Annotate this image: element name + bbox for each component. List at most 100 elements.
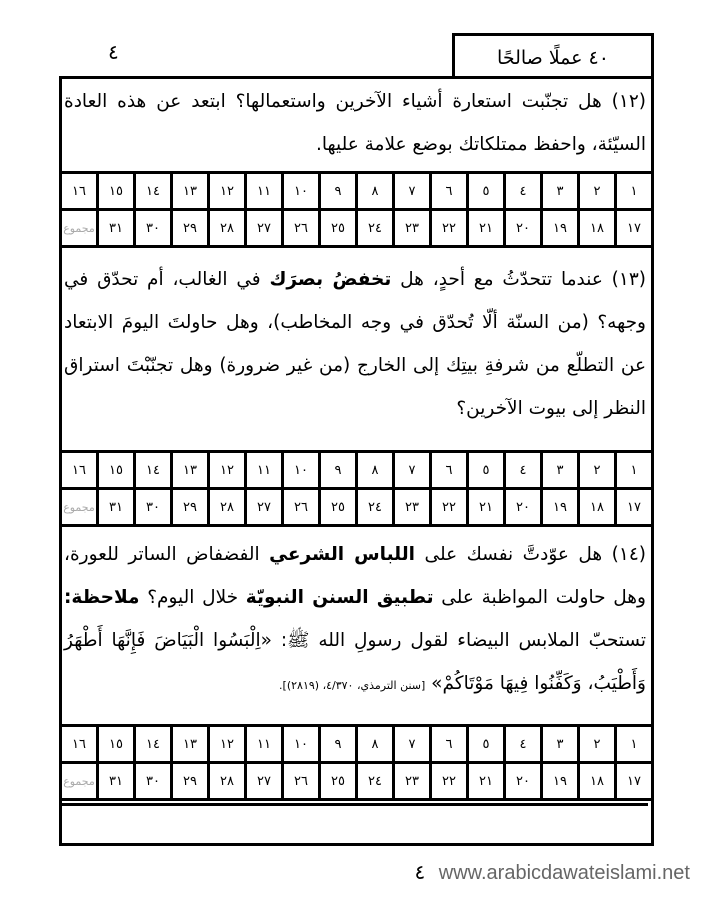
day-cell[interactable]: ٤ bbox=[503, 450, 543, 490]
day-cell[interactable]: ٢٢ bbox=[429, 761, 469, 801]
day-cell[interactable]: ٩ bbox=[318, 171, 358, 211]
day-cell[interactable]: ٧ bbox=[392, 724, 432, 764]
day-cell[interactable]: ١٧ bbox=[614, 208, 654, 248]
day-cell[interactable]: ٣ bbox=[540, 171, 580, 211]
day-cell[interactable]: ٥ bbox=[466, 450, 506, 490]
day-cell[interactable]: ٢٧ bbox=[244, 208, 284, 248]
day-cell[interactable]: ١ bbox=[614, 450, 654, 490]
day-cell[interactable]: ١٩ bbox=[540, 487, 580, 527]
day-cell[interactable]: ١٠ bbox=[281, 450, 321, 490]
day-cell[interactable]: ١٣ bbox=[170, 450, 210, 490]
day-cell[interactable]: ٦ bbox=[429, 171, 469, 211]
day-cell[interactable]: ٣١ bbox=[96, 761, 136, 801]
day-cell[interactable]: ٢ bbox=[577, 171, 617, 211]
day-cell[interactable]: ١٦ bbox=[59, 450, 99, 490]
day-cell[interactable]: ٧ bbox=[392, 171, 432, 211]
day-cell[interactable]: ١٤ bbox=[133, 724, 173, 764]
day-cell[interactable]: ٦ bbox=[429, 450, 469, 490]
day-cell[interactable]: ٢٩ bbox=[170, 761, 210, 801]
day-cell[interactable]: ٩ bbox=[318, 450, 358, 490]
day-cell[interactable]: ٩ bbox=[318, 724, 358, 764]
day-cell[interactable]: ٢٤ bbox=[355, 761, 395, 801]
day-cell[interactable]: ٤ bbox=[503, 724, 543, 764]
day-cell[interactable]: ٢٠ bbox=[503, 761, 543, 801]
notes-row[interactable] bbox=[59, 803, 648, 846]
day-cell[interactable]: ٣٠ bbox=[133, 208, 173, 248]
day-cell[interactable]: ١٣ bbox=[170, 724, 210, 764]
day-cell[interactable]: ٣١ bbox=[96, 487, 136, 527]
day-cell[interactable]: ١١ bbox=[244, 171, 284, 211]
day-cell[interactable]: ١ bbox=[614, 171, 654, 211]
total-cell[interactable]: مجموع bbox=[59, 487, 99, 527]
day-cell[interactable]: ٢٣ bbox=[392, 208, 432, 248]
day-cell[interactable]: ٥ bbox=[466, 171, 506, 211]
day-cell[interactable]: ١٢ bbox=[207, 171, 247, 211]
footer-url[interactable]: www.arabicdawateislami.net bbox=[438, 862, 690, 884]
day-cell[interactable]: ١١ bbox=[244, 450, 284, 490]
day-cell[interactable]: ٢١ bbox=[466, 487, 506, 527]
day-cell[interactable]: ٢٦ bbox=[281, 487, 321, 527]
day-cell[interactable]: ٥ bbox=[466, 724, 506, 764]
day-cell[interactable]: ١٥ bbox=[96, 724, 136, 764]
day-cell[interactable]: ١٧ bbox=[614, 487, 654, 527]
day-cell[interactable]: ٢٥ bbox=[318, 487, 358, 527]
day-cell[interactable]: ٨ bbox=[355, 724, 395, 764]
day-cell[interactable]: ٧ bbox=[392, 450, 432, 490]
day-cell[interactable]: ٢٣ bbox=[392, 487, 432, 527]
day-cell[interactable]: ١٤ bbox=[133, 171, 173, 211]
day-cell[interactable]: ١٧ bbox=[614, 761, 654, 801]
day-cell[interactable]: ٢٣ bbox=[392, 761, 432, 801]
day-cell[interactable]: ٢٤ bbox=[355, 208, 395, 248]
day-cell[interactable]: ٢٢ bbox=[429, 487, 469, 527]
day-cell[interactable]: ٢٤ bbox=[355, 487, 395, 527]
day-cell[interactable]: ٢٨ bbox=[207, 208, 247, 248]
day-cell[interactable]: ٢٧ bbox=[244, 487, 284, 527]
day-cell[interactable]: ٢٨ bbox=[207, 761, 247, 801]
day-cell[interactable]: ١٠ bbox=[281, 171, 321, 211]
tracker-row: ١٧ ١٨ ١٩ ٢٠ ٢١ ٢٢ ٢٣ ٢٤ ٢٥ ٢٦ ٢٧ ٢٨ ٢٩ ٣٠ ٣١ مجموع bbox=[59, 208, 654, 248]
day-cell[interactable]: ٢٥ bbox=[318, 761, 358, 801]
total-cell[interactable]: مجموع bbox=[59, 208, 99, 248]
day-cell[interactable]: ٢٠ bbox=[503, 487, 543, 527]
question-12: (١٢) هل تجنّبت استعارة أشياء الآخرين واس… bbox=[64, 80, 646, 166]
day-cell[interactable]: ٢٧ bbox=[244, 761, 284, 801]
day-cell[interactable]: ٨ bbox=[355, 171, 395, 211]
day-cell[interactable]: ١٢ bbox=[207, 450, 247, 490]
day-cell[interactable]: ٣ bbox=[540, 724, 580, 764]
day-cell[interactable]: ١٩ bbox=[540, 208, 580, 248]
day-cell[interactable]: ١٥ bbox=[96, 450, 136, 490]
day-cell[interactable]: ٨ bbox=[355, 450, 395, 490]
day-cell[interactable]: ٢٦ bbox=[281, 208, 321, 248]
day-cell[interactable]: ١٨ bbox=[577, 208, 617, 248]
day-cell[interactable]: ٢٩ bbox=[170, 208, 210, 248]
day-cell[interactable]: ١٨ bbox=[577, 487, 617, 527]
day-cell[interactable]: ٢ bbox=[577, 450, 617, 490]
total-cell[interactable]: مجموع bbox=[59, 761, 99, 801]
day-cell[interactable]: ١٦ bbox=[59, 171, 99, 211]
day-cell[interactable]: ٢١ bbox=[466, 761, 506, 801]
day-cell[interactable]: ١٣ bbox=[170, 171, 210, 211]
day-cell[interactable]: ٣٠ bbox=[133, 487, 173, 527]
day-cell[interactable]: ١٢ bbox=[207, 724, 247, 764]
day-cell[interactable]: ٢٠ bbox=[503, 208, 543, 248]
day-cell[interactable]: ٢ bbox=[577, 724, 617, 764]
day-cell[interactable]: ١٠ bbox=[281, 724, 321, 764]
day-cell[interactable]: ١٦ bbox=[59, 724, 99, 764]
day-cell[interactable]: ١ bbox=[614, 724, 654, 764]
day-cell[interactable]: ٢٦ bbox=[281, 761, 321, 801]
day-cell[interactable]: ١١ bbox=[244, 724, 284, 764]
day-cell[interactable]: ١٥ bbox=[96, 171, 136, 211]
day-cell[interactable]: ١٤ bbox=[133, 450, 173, 490]
day-cell[interactable]: ٢٨ bbox=[207, 487, 247, 527]
day-cell[interactable]: ٢٩ bbox=[170, 487, 210, 527]
day-cell[interactable]: ١٨ bbox=[577, 761, 617, 801]
day-cell[interactable]: ٢٥ bbox=[318, 208, 358, 248]
day-cell[interactable]: ٦ bbox=[429, 724, 469, 764]
day-cell[interactable]: ٣٠ bbox=[133, 761, 173, 801]
day-cell[interactable]: ٢٢ bbox=[429, 208, 469, 248]
day-cell[interactable]: ١٩ bbox=[540, 761, 580, 801]
day-cell[interactable]: ٣١ bbox=[96, 208, 136, 248]
day-cell[interactable]: ٣ bbox=[540, 450, 580, 490]
day-cell[interactable]: ٤ bbox=[503, 171, 543, 211]
day-cell[interactable]: ٢١ bbox=[466, 208, 506, 248]
